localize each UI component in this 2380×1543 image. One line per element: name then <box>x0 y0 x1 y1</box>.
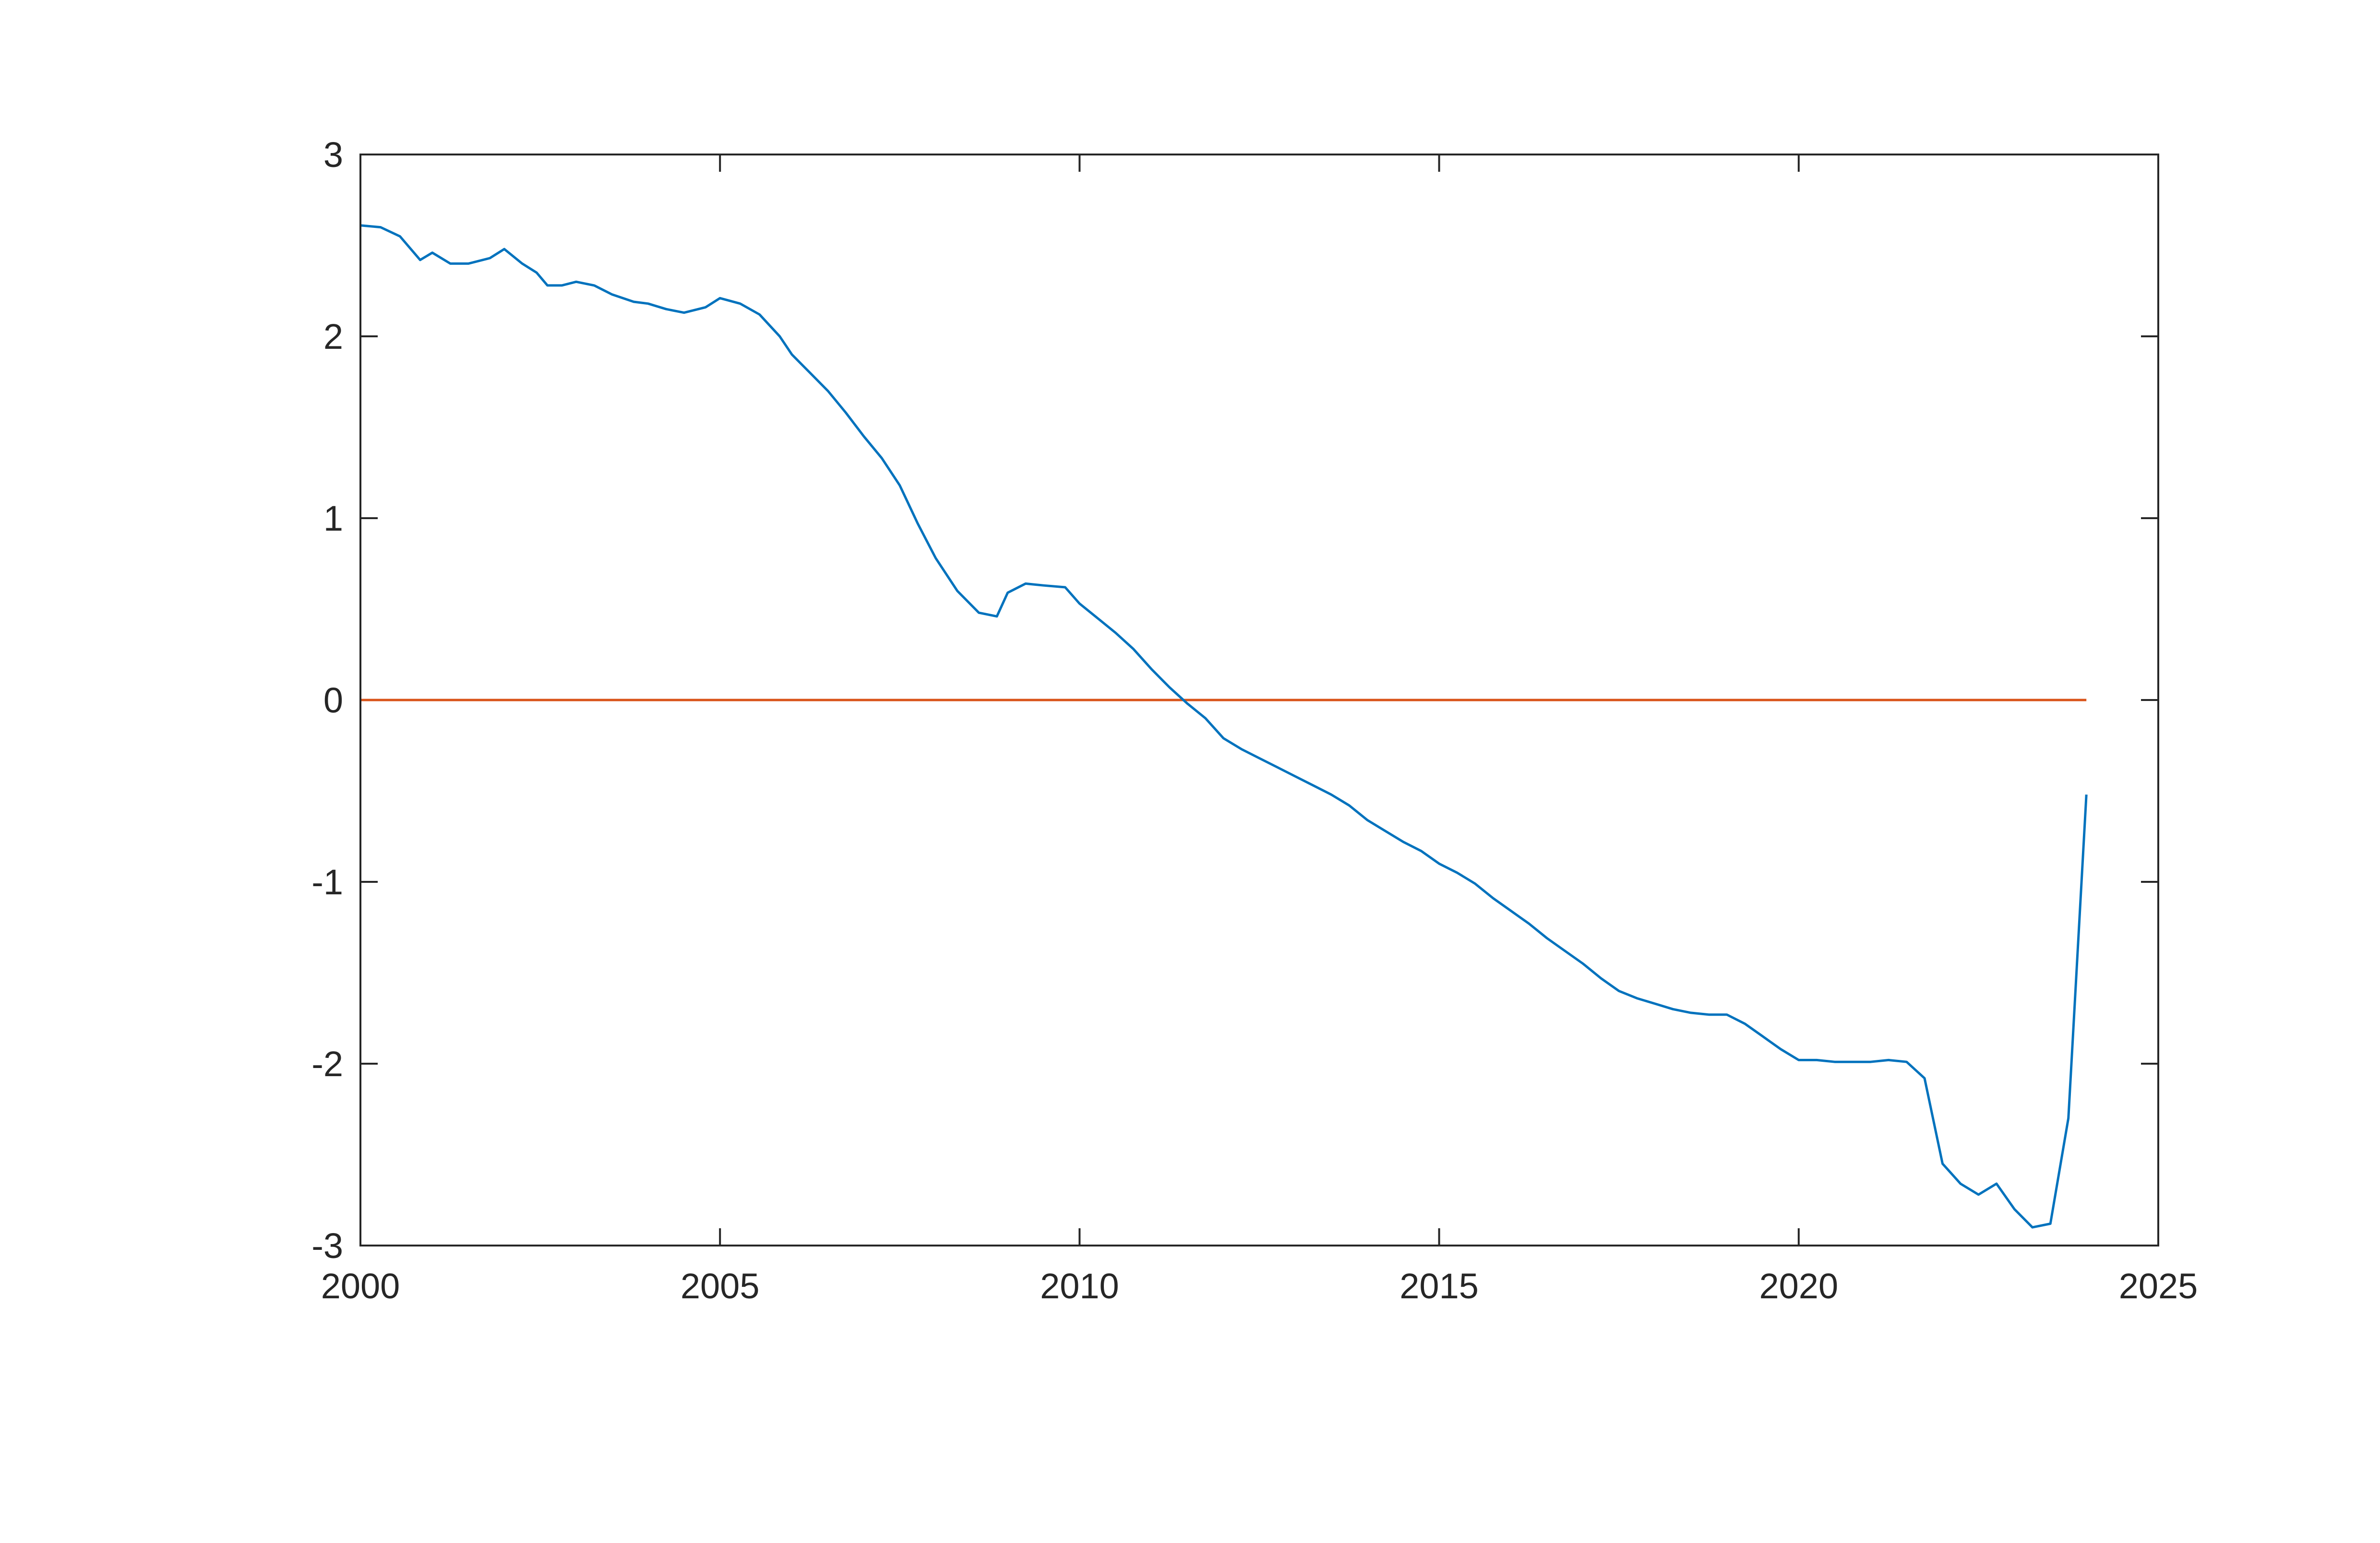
y-tick-label: -1 <box>311 862 343 902</box>
y-tick-label: -2 <box>311 1044 343 1084</box>
blue-series-line <box>360 224 2088 1229</box>
x-tick-label: 2020 <box>1759 1266 1838 1306</box>
y-tick-label: 3 <box>323 135 343 175</box>
y-tick-labels: -3 -2 -1 0 1 2 3 <box>311 135 343 1266</box>
y-tick-label: 2 <box>323 317 343 356</box>
x-tick-label: 2005 <box>681 1266 760 1306</box>
axes-box <box>359 154 2159 1246</box>
y-tick-label: 1 <box>323 499 343 538</box>
x-tick-labels: 2000 2005 2010 2015 2020 2025 <box>321 1266 2198 1306</box>
x-tick-label: 2025 <box>2119 1266 2198 1306</box>
y-tick-label: -3 <box>311 1226 343 1266</box>
series-layer <box>360 224 2088 1229</box>
x-tick-label: 2015 <box>1399 1266 1479 1306</box>
y-tick-label: 0 <box>323 680 343 720</box>
x-tick-label: 2000 <box>321 1266 400 1306</box>
x-tick-label: 2010 <box>1040 1266 1119 1306</box>
